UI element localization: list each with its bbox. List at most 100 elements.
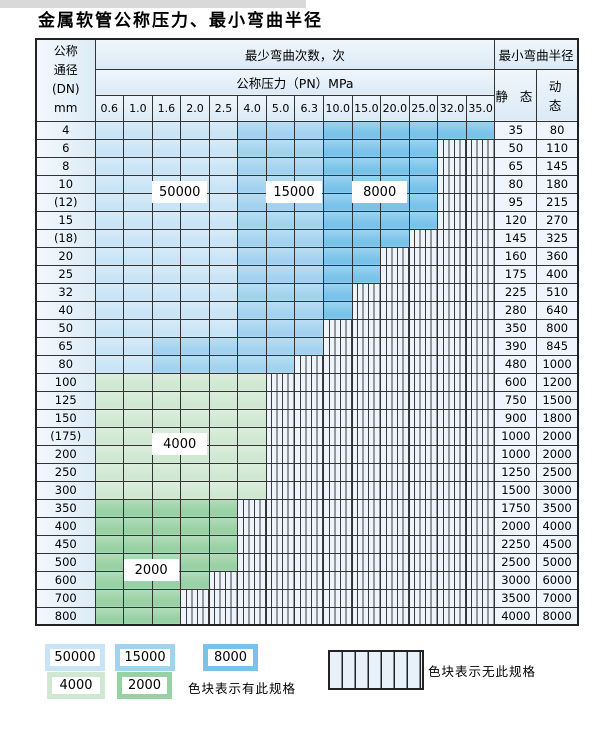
- region-label-2000: 2000: [123, 559, 179, 581]
- no-spec-cell: [380, 354, 410, 374]
- no-spec-cell: [351, 444, 382, 464]
- no-spec-cell: [465, 192, 496, 212]
- spec-cell: [94, 462, 125, 482]
- no-spec-cell: [437, 372, 467, 392]
- spec-cell: [237, 210, 267, 230]
- no-spec-cell: [180, 588, 210, 608]
- no-spec-cell: [380, 606, 410, 626]
- spec-cell: [180, 498, 210, 518]
- dn-label-cell: 800: [35, 606, 96, 626]
- spec-cell: [151, 264, 182, 284]
- no-spec-cell: [380, 534, 410, 554]
- legend-swatch-50000: 50000: [45, 644, 105, 671]
- no-spec-cell: [437, 192, 467, 212]
- static-value-cell: 95: [494, 192, 538, 212]
- no-spec-cell: [408, 228, 439, 248]
- spec-cell: [94, 192, 125, 212]
- pressure-tick: 5.0: [265, 94, 296, 122]
- no-spec-cell: [294, 444, 324, 464]
- spec-cell: [123, 354, 153, 374]
- no-spec-cell: [437, 282, 467, 302]
- no-spec-cell: [465, 264, 496, 284]
- no-spec-cell: [408, 444, 439, 464]
- spec-cell: [323, 174, 353, 194]
- dynamic-value-cell: 3500: [536, 498, 579, 518]
- no-spec-cell: [265, 462, 296, 482]
- no-spec-cell: [208, 606, 239, 626]
- spec-cell: [265, 138, 296, 158]
- no-spec-cell: [351, 282, 382, 302]
- no-spec-cell: [323, 336, 353, 356]
- no-spec-cell: [237, 588, 267, 608]
- static-value-cell: 2000: [494, 516, 538, 536]
- static-value-cell: 600: [494, 372, 538, 392]
- dn-label-cell: 40: [35, 300, 96, 320]
- spec-cell: [123, 336, 153, 356]
- spec-cell: [180, 534, 210, 554]
- no-spec-cell: [380, 408, 410, 428]
- spec-cell: [123, 372, 153, 392]
- no-spec-cell: [465, 408, 496, 428]
- spec-cell: [151, 120, 182, 140]
- no-spec-cell: [437, 354, 467, 374]
- static-value-cell: 1000: [494, 426, 538, 446]
- no-spec-cell: [380, 480, 410, 500]
- no-spec-cell: [437, 408, 467, 428]
- no-spec-cell: [437, 534, 467, 554]
- dynamic-value-cell: 1800: [536, 408, 579, 428]
- no-spec-cell: [323, 462, 353, 482]
- dynamic-value-cell: 1200: [536, 372, 579, 392]
- spec-cell: [208, 228, 239, 248]
- static-value-cell: 900: [494, 408, 538, 428]
- no-spec-cell: [465, 534, 496, 554]
- no-spec-cell: [265, 516, 296, 536]
- static-value-cell: 1750: [494, 498, 538, 518]
- spec-cell: [123, 282, 153, 302]
- dynamic-value-cell: 1500: [536, 390, 579, 410]
- no-spec-cell: [465, 354, 496, 374]
- spec-cell: [123, 192, 153, 212]
- no-spec-cell: [380, 426, 410, 446]
- spec-cell: [408, 192, 439, 212]
- spec-cell: [123, 228, 153, 248]
- dn-label-cell: 65: [35, 336, 96, 356]
- page-title: 金属软管公称压力、最小弯曲半径: [38, 11, 323, 31]
- dynamic-value-cell: 640: [536, 300, 579, 320]
- spec-cell: [123, 246, 153, 266]
- no-spec-cell: [408, 408, 439, 428]
- no-spec-cell: [237, 570, 267, 590]
- no-spec-cell: [437, 264, 467, 284]
- no-spec-cell: [323, 408, 353, 428]
- no-spec-cell: [351, 570, 382, 590]
- spec-cell: [208, 282, 239, 302]
- dynamic-value-cell: 6000: [536, 570, 579, 590]
- dn-label-cell: 250: [35, 462, 96, 482]
- pressure-tick: 4.0: [237, 94, 267, 122]
- spec-cell: [151, 534, 182, 554]
- spec-cell: [94, 408, 125, 428]
- table-row: 125 750 1500: [35, 390, 579, 410]
- no-spec-cell: [437, 462, 467, 482]
- no-spec-cell: [351, 588, 382, 608]
- no-spec-cell: [294, 534, 324, 554]
- spec-cell: [237, 174, 267, 194]
- spec-cell: [237, 120, 267, 140]
- dn-label-cell: 20: [35, 246, 96, 266]
- spec-cell: [208, 264, 239, 284]
- spec-cell: [94, 138, 125, 158]
- spec-cell: [123, 120, 153, 140]
- region-label-50000: 50000: [152, 181, 208, 203]
- no-spec-cell: [294, 552, 324, 572]
- legend-swatch-8000: 8000: [203, 644, 258, 671]
- spec-cell: [94, 426, 125, 446]
- spec-cell: [380, 210, 410, 230]
- region-label-8000: 8000: [352, 181, 408, 203]
- spec-cell: [294, 156, 324, 176]
- spec-cell: [323, 210, 353, 230]
- spec-cell: [294, 300, 324, 320]
- no-spec-cell: [323, 354, 353, 374]
- no-spec-cell: [437, 444, 467, 464]
- no-spec-cell: [351, 408, 382, 428]
- spec-table-body: 4 35 80 6 50 110 8 65 145 10 80 180 (12) 95 215 15 120 27…: [35, 120, 579, 626]
- spec-cell: [123, 156, 153, 176]
